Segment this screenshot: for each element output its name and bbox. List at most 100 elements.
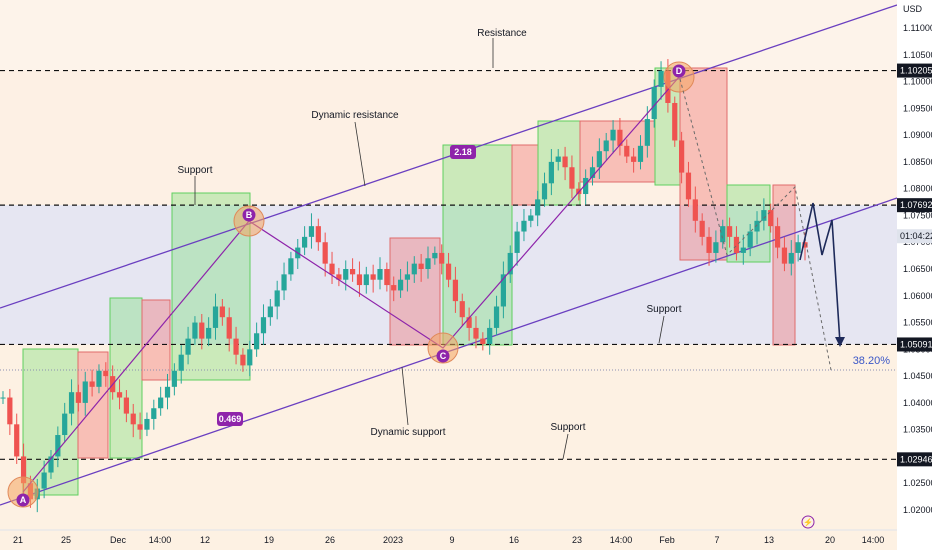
- y-tick-label: 1.09500: [903, 103, 932, 113]
- candle-body: [679, 140, 685, 173]
- candle-body: [349, 269, 356, 275]
- candle-body: [487, 327, 493, 344]
- candle-body: [651, 86, 657, 120]
- candle-body: [199, 322, 205, 339]
- y-tick-label: 1.04000: [903, 398, 932, 408]
- level-tag-label: 1.02946: [900, 454, 932, 464]
- pivot-label: D: [676, 66, 683, 76]
- lightning-glyph: ⚡: [803, 517, 813, 527]
- candle-body: [7, 397, 13, 425]
- x-tick-label: 26: [325, 535, 335, 545]
- pivot-highlight: [7, 476, 39, 508]
- candle-body: [439, 252, 445, 264]
- pivot-label: B: [246, 210, 253, 220]
- candle-body: [41, 472, 47, 489]
- projection-arrowhead: [835, 337, 845, 347]
- annotation-text: Support: [646, 304, 681, 315]
- candle-body: [726, 226, 733, 237]
- candle-body: [788, 252, 794, 264]
- current-tag-bg: [897, 229, 932, 244]
- candle-body: [302, 236, 308, 248]
- candle-body: [740, 247, 746, 253]
- candle-body: [260, 317, 267, 334]
- candle-body: [164, 386, 171, 398]
- level-tag-bg: [897, 452, 932, 467]
- candle-body: [425, 258, 431, 269]
- candle-body: [500, 274, 506, 307]
- candle-body: [0, 397, 6, 399]
- x-tick-label: 21: [13, 535, 23, 545]
- y-axis: USD 1.11000 1.10500 1.10000 1.09500 1.09000 1.…: [897, 0, 932, 550]
- candle-body: [20, 456, 27, 484]
- candle-body: [768, 210, 774, 227]
- pivot-label-bg: [16, 493, 30, 507]
- candle-body: [363, 274, 369, 286]
- candle-body: [329, 263, 335, 275]
- x-axis: 21 25 Dec 14:00 12 19 26 2023 9 16 23 14:00 Feb 7 13 20…: [0, 529, 897, 545]
- y-tick-label: 1.05500: [903, 318, 932, 328]
- candles: [0, 59, 808, 513]
- y-tick-label: 1.06500: [903, 264, 932, 274]
- candle-body: [466, 317, 472, 328]
- candle-body: [96, 370, 102, 387]
- candle-body: [747, 231, 753, 248]
- candle-body: [178, 354, 184, 371]
- candle-body: [103, 370, 109, 377]
- annotation-text: Dynamic resistance: [311, 110, 399, 121]
- candle-body: [624, 145, 630, 157]
- y-tick-label: 1.07500: [903, 210, 932, 220]
- candle-body: [391, 285, 397, 291]
- level-tag-bg: [897, 337, 932, 352]
- x-tick-label: 13: [764, 535, 774, 545]
- candle-body: [781, 247, 788, 264]
- x-tick-label: 14:00: [149, 535, 172, 545]
- y-tick-label: 1.06000: [903, 291, 932, 301]
- candle-body: [158, 397, 164, 409]
- candle-body: [171, 370, 177, 387]
- bullish-range-box: [442, 144, 513, 346]
- candle-body: [411, 263, 417, 275]
- candle-body: [151, 408, 157, 419]
- candle-body: [720, 226, 726, 243]
- band-top: [0, 0, 897, 71]
- candle-body: [658, 70, 664, 87]
- candle-body: [397, 279, 404, 291]
- annotation-text: Dynamic support: [370, 427, 445, 438]
- y-tick-label: 1.11000: [903, 23, 932, 33]
- candle-body: [116, 392, 123, 398]
- candle-body: [432, 252, 438, 259]
- candle-body: [144, 418, 150, 430]
- candle-body: [219, 306, 225, 318]
- background-bands: [0, 0, 897, 550]
- currency-label: USD: [903, 4, 923, 14]
- y-tick-label: 1.04500: [903, 371, 932, 381]
- pivot-label-bg: [242, 208, 256, 222]
- candle-body: [699, 220, 705, 237]
- candle-body: [75, 392, 82, 403]
- y-tick-label: 1.10500: [903, 50, 932, 60]
- x-tick-label: 7: [714, 535, 719, 545]
- candle-body: [569, 167, 575, 189]
- candle-body: [370, 274, 376, 280]
- candle-body: [562, 156, 568, 168]
- y-tick-label: 1.10000: [903, 77, 932, 87]
- x-tick-label: 14:00: [862, 535, 885, 545]
- abcd-pattern-line: [22, 76, 680, 493]
- x-tick-label: 23: [572, 535, 582, 545]
- price-levels: [0, 69, 897, 460]
- candle-body: [343, 269, 349, 280]
- candle-body: [274, 290, 280, 307]
- y-tick-label: 1.08000: [903, 184, 932, 194]
- pivot-label: C: [440, 351, 447, 361]
- bullish-range-box: [109, 297, 143, 459]
- candle-body: [48, 456, 54, 473]
- candle-body: [308, 226, 315, 237]
- candle-body: [617, 129, 623, 146]
- level-tag-label: 1.07692: [900, 200, 932, 210]
- x-tick-label: 19: [264, 535, 274, 545]
- candle-body: [192, 322, 198, 339]
- bearish-range-box: [77, 351, 109, 459]
- candle-body: [521, 220, 527, 232]
- y-tick-label: 1.03500: [903, 425, 932, 435]
